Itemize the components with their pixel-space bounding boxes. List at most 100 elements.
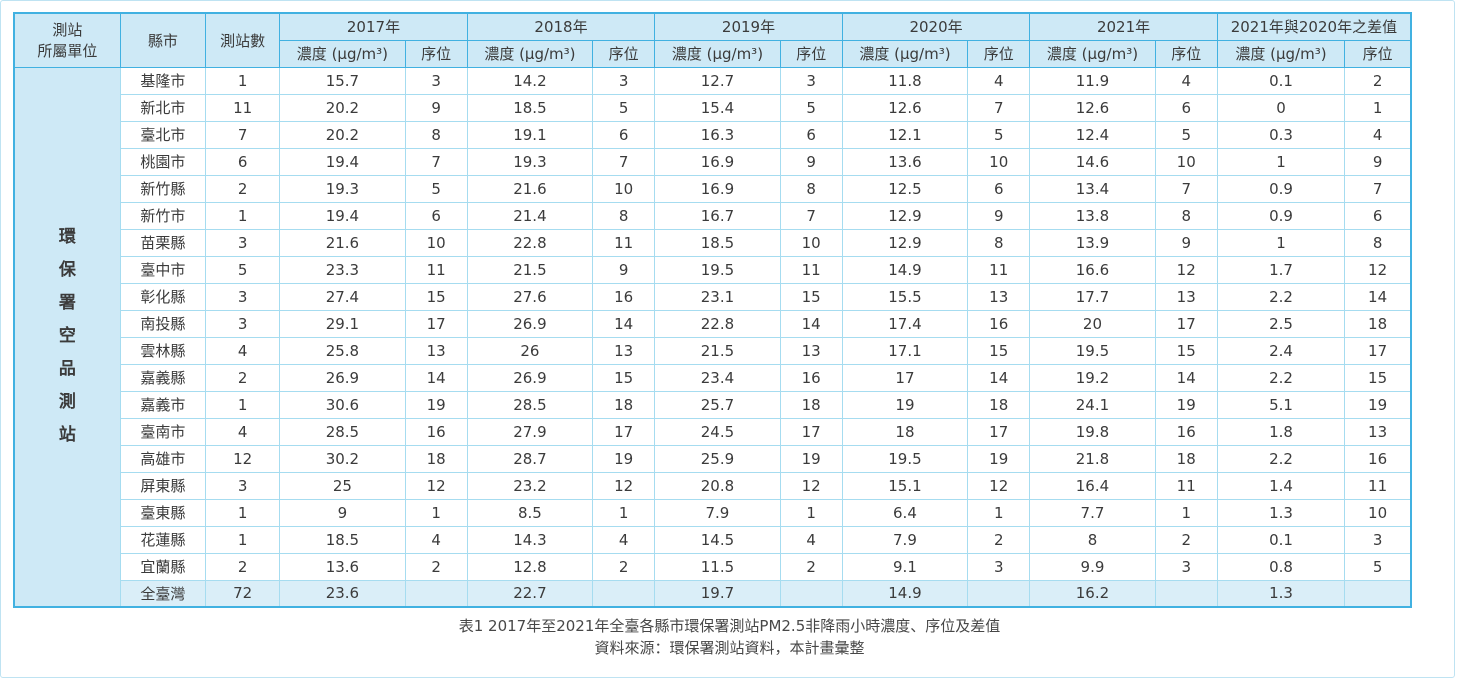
concentration-cell: 18.5 xyxy=(654,228,781,257)
concentration-cell: 2.5 xyxy=(1216,309,1346,338)
rank-cell: 6 xyxy=(1344,201,1412,230)
rank-cell: 17 xyxy=(967,417,1031,446)
rank-cell: 5 xyxy=(592,93,656,122)
concentration-cell: 0 xyxy=(1216,93,1346,122)
rank-cell: 9 xyxy=(779,147,843,176)
rank-cell: 18 xyxy=(1344,309,1412,338)
rank-cell: 1 xyxy=(592,498,656,527)
rank-cell: 5 xyxy=(404,174,468,203)
station-count-cell: 11 xyxy=(205,93,281,122)
rank-cell: 14 xyxy=(404,363,468,392)
header-diff-2021-2020: 2021年與2020年之差值 xyxy=(1216,12,1412,41)
concentration-cell: 26 xyxy=(466,336,594,365)
county-cell: 基隆市 xyxy=(119,66,207,95)
concentration-cell: 13.6 xyxy=(841,147,969,176)
concentration-cell: 20.8 xyxy=(654,471,781,500)
rank-cell: 2 xyxy=(1344,66,1412,95)
rank-cell: 14 xyxy=(1154,363,1218,392)
concentration-cell: 7.7 xyxy=(1029,498,1156,527)
rank-cell: 16 xyxy=(592,282,656,311)
concentration-cell: 28.5 xyxy=(279,417,406,446)
concentration-cell: 19.8 xyxy=(1029,417,1156,446)
table-row: 臺東縣 1 9 1 8.5 1 7.9 1 6.4 1 7.7 1 1.3 10 xyxy=(14,498,1412,527)
concentration-cell: 19.4 xyxy=(279,147,406,176)
rank-cell: 13 xyxy=(779,336,843,365)
rank-cell: 13 xyxy=(592,336,656,365)
table-row: 苗栗縣 3 21.6 10 22.8 11 18.5 10 12.9 8 13.9 9 1 8 xyxy=(14,228,1412,257)
concentration-cell: 28.5 xyxy=(466,390,594,419)
rank-cell: 15 xyxy=(779,282,843,311)
concentration-cell: 25.9 xyxy=(654,444,781,473)
concentration-cell: 15.1 xyxy=(841,471,969,500)
concentration-cell: 21.4 xyxy=(466,201,594,230)
county-cell: 南投縣 xyxy=(119,309,207,338)
concentration-cell: 21.5 xyxy=(654,336,781,365)
rank-cell: 8 xyxy=(592,201,656,230)
rank-cell: 13 xyxy=(1344,417,1412,446)
rank-cell: 16 xyxy=(1154,417,1218,446)
table-row: 彰化縣 3 27.4 15 27.6 16 23.1 15 15.5 13 17.7 13 2.2 14 xyxy=(14,282,1412,311)
concentration-cell: 11.8 xyxy=(841,66,969,95)
concentration-cell: 12.5 xyxy=(841,174,969,203)
table-row: 臺北市 7 20.2 8 19.1 6 16.3 6 12.1 5 12.4 5 0.3 4 xyxy=(14,120,1412,149)
concentration-cell: 30.6 xyxy=(279,390,406,419)
concentration-cell: 0.3 xyxy=(1216,120,1346,149)
concentration-cell: 0.9 xyxy=(1216,201,1346,230)
rank-cell: 12 xyxy=(404,471,468,500)
concentration-cell: 16.3 xyxy=(654,120,781,149)
concentration-cell: 26.9 xyxy=(279,363,406,392)
concentration-cell: 12.8 xyxy=(466,552,594,581)
rank-cell: 14 xyxy=(1344,282,1412,311)
rank-cell: 11 xyxy=(404,255,468,284)
concentration-cell: 2.2 xyxy=(1216,444,1346,473)
rank-cell: 3 xyxy=(404,66,468,95)
table-row: 南投縣 3 29.1 17 26.9 14 22.8 14 17.4 16 20 17 2.5 18 xyxy=(14,309,1412,338)
pm25-table: 測站 所屬單位 縣市 測站數 2017年 2018年 2019年 2020年 2… xyxy=(13,12,1412,608)
rank-cell: 16 xyxy=(779,363,843,392)
rank-cell: 6 xyxy=(1154,93,1218,122)
concentration-cell: 9 xyxy=(279,498,406,527)
concentration-cell: 1.8 xyxy=(1216,417,1346,446)
rank-cell: 1 xyxy=(1154,498,1218,527)
rank-cell: 19 xyxy=(1154,390,1218,419)
concentration-cell: 19.2 xyxy=(1029,363,1156,392)
concentration-cell: 13.8 xyxy=(1029,201,1156,230)
rank-cell: 13 xyxy=(404,336,468,365)
rank-cell: 3 xyxy=(1344,525,1412,554)
concentration-cell: 21.6 xyxy=(279,228,406,257)
concentration-cell: 18.5 xyxy=(279,525,406,554)
header-rank-2017: 序位 xyxy=(404,39,468,68)
county-cell: 臺北市 xyxy=(119,120,207,149)
station-count-cell: 2 xyxy=(205,174,281,203)
rank-cell: 10 xyxy=(592,174,656,203)
rank-cell: 8 xyxy=(1344,228,1412,257)
header-unit: 測站 所屬單位 xyxy=(13,12,121,68)
header-conc-diff: 濃度 (μg/m³) xyxy=(1216,39,1346,68)
concentration-cell: 20 xyxy=(1029,309,1156,338)
rank-cell: 18 xyxy=(1154,444,1218,473)
rank-cell: 4 xyxy=(404,525,468,554)
concentration-cell: 19.4 xyxy=(279,201,406,230)
rank-cell: 14 xyxy=(779,309,843,338)
rank-cell: 4 xyxy=(1344,120,1412,149)
station-count-cell: 3 xyxy=(205,471,281,500)
concentration-cell: 6.4 xyxy=(841,498,969,527)
station-count-cell: 3 xyxy=(205,309,281,338)
rank-cell: 18 xyxy=(404,444,468,473)
concentration-cell: 0.9 xyxy=(1216,174,1346,203)
rank-cell: 3 xyxy=(967,552,1031,581)
header-year-2019: 2019年 xyxy=(654,12,843,41)
table-row: 桃園市 6 19.4 7 19.3 7 16.9 9 13.6 10 14.6 10 1 9 xyxy=(14,147,1412,176)
rank-cell: 8 xyxy=(404,120,468,149)
concentration-cell: 16.2 xyxy=(1029,579,1156,608)
rank-cell: 2 xyxy=(967,525,1031,554)
county-cell: 臺東縣 xyxy=(119,498,207,527)
concentration-cell: 20.2 xyxy=(279,93,406,122)
station-count-cell: 1 xyxy=(205,201,281,230)
station-count-cell: 2 xyxy=(205,363,281,392)
header-row-years: 測站 所屬單位 縣市 測站數 2017年 2018年 2019年 2020年 2… xyxy=(13,12,1412,68)
concentration-cell: 21.8 xyxy=(1029,444,1156,473)
rank-cell: 4 xyxy=(1154,66,1218,95)
concentration-cell: 15.5 xyxy=(841,282,969,311)
concentration-cell: 16.7 xyxy=(654,201,781,230)
